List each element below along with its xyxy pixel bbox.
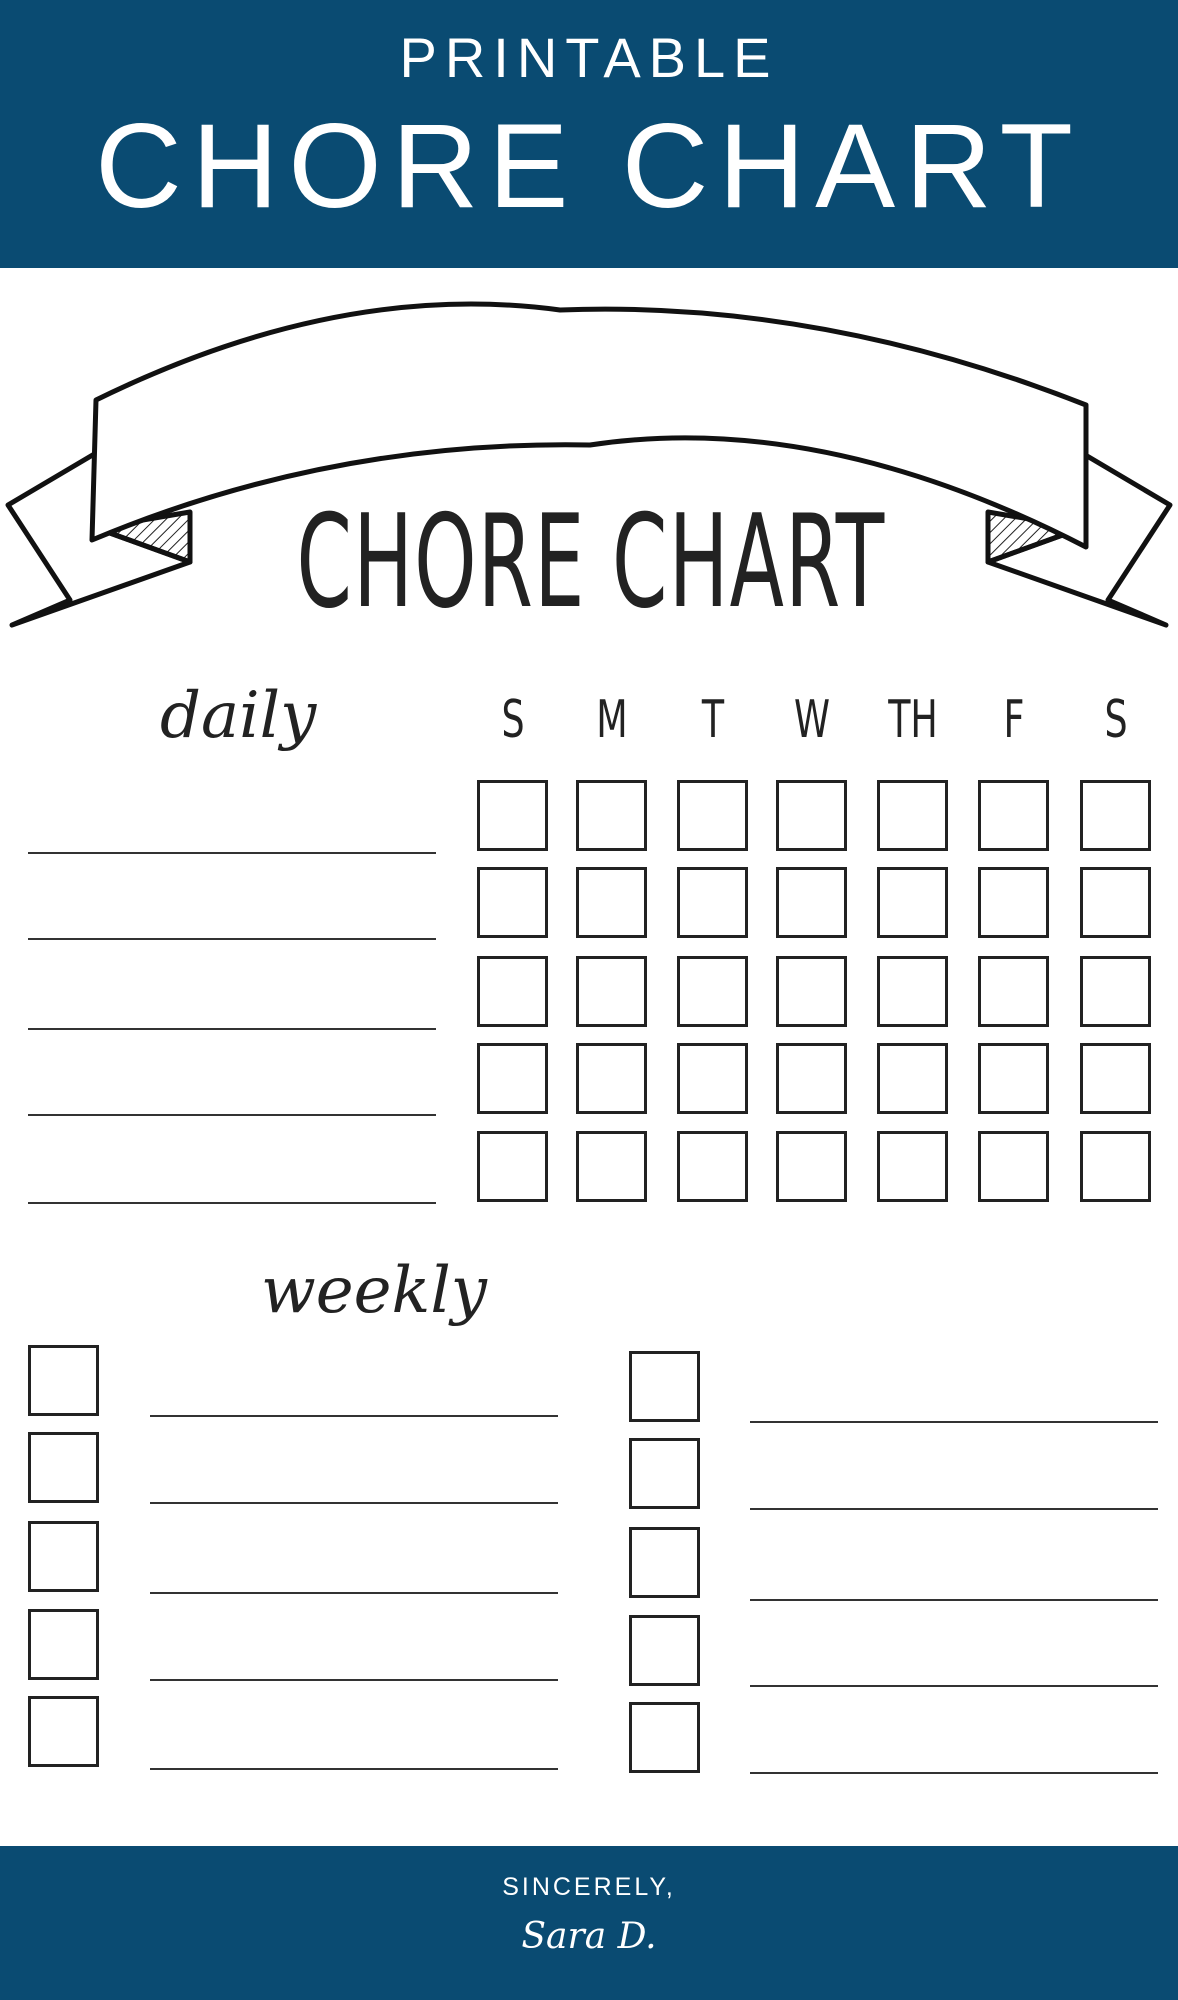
daily-checkbox[interactable]: [877, 1131, 948, 1202]
weekly-label: weekly: [261, 1254, 487, 1328]
daily-chore-line[interactable]: [28, 1202, 436, 1204]
daily-checkbox[interactable]: [576, 1043, 647, 1114]
weekly-chore-line[interactable]: [750, 1508, 1158, 1510]
day-header: S: [1104, 690, 1128, 750]
daily-chore-line[interactable]: [28, 852, 436, 854]
weekly-chore-line[interactable]: [750, 1599, 1158, 1601]
day-header: W: [793, 690, 830, 750]
daily-checkbox[interactable]: [477, 867, 548, 938]
daily-checkbox[interactable]: [978, 956, 1049, 1027]
footer-signature: Sara D.: [521, 1916, 657, 1957]
daily-checkbox[interactable]: [677, 1131, 748, 1202]
header-title: CHORE CHART: [95, 99, 1083, 233]
weekly-checkbox[interactable]: [28, 1609, 99, 1680]
day-header: TH: [888, 690, 938, 750]
daily-checkbox[interactable]: [477, 1131, 548, 1202]
daily-checkbox[interactable]: [978, 1131, 1049, 1202]
daily-chore-line[interactable]: [28, 938, 436, 940]
weekly-checkbox[interactable]: [629, 1351, 700, 1422]
daily-checkbox[interactable]: [677, 1043, 748, 1114]
daily-checkbox[interactable]: [877, 956, 948, 1027]
daily-checkbox[interactable]: [978, 780, 1049, 851]
header-subtitle: PRINTABLE: [399, 26, 779, 89]
ribbon-banner-illustration: [5, 301, 1173, 628]
daily-checkbox[interactable]: [877, 1043, 948, 1114]
daily-checkbox[interactable]: [776, 867, 847, 938]
weekly-checkbox[interactable]: [629, 1527, 700, 1598]
weekly-checkbox[interactable]: [28, 1345, 99, 1416]
daily-label: daily: [160, 679, 317, 753]
weekly-checkbox[interactable]: [28, 1521, 99, 1592]
daily-checkbox[interactable]: [576, 780, 647, 851]
daily-checkbox[interactable]: [978, 1043, 1049, 1114]
weekly-checkbox[interactable]: [629, 1438, 700, 1509]
weekly-chore-line[interactable]: [150, 1592, 558, 1594]
weekly-checkbox[interactable]: [28, 1432, 99, 1503]
weekly-chore-line[interactable]: [150, 1502, 558, 1504]
weekly-chore-line[interactable]: [150, 1768, 558, 1770]
day-header: T: [701, 690, 725, 750]
chart-title: CHORE CHART: [296, 488, 886, 637]
footer-sincerely: SINCERELY,: [502, 1873, 676, 1901]
daily-checkbox[interactable]: [677, 780, 748, 851]
weekly-chore-line[interactable]: [150, 1679, 558, 1681]
weekly-chore-line[interactable]: [750, 1772, 1158, 1774]
daily-checkbox[interactable]: [576, 867, 647, 938]
weekly-checkbox[interactable]: [629, 1702, 700, 1773]
day-header: F: [1003, 690, 1025, 750]
daily-checkbox[interactable]: [677, 867, 748, 938]
daily-checkbox[interactable]: [576, 956, 647, 1027]
daily-checkbox[interactable]: [776, 1131, 847, 1202]
daily-checkbox[interactable]: [477, 780, 548, 851]
daily-checkbox[interactable]: [877, 867, 948, 938]
weekly-checkbox[interactable]: [629, 1615, 700, 1686]
daily-checkbox[interactable]: [776, 780, 847, 851]
daily-checkbox[interactable]: [877, 780, 948, 851]
daily-checkbox[interactable]: [1080, 780, 1151, 851]
weekly-checkbox[interactable]: [28, 1696, 99, 1767]
day-header: M: [596, 690, 628, 750]
day-header: S: [501, 690, 525, 750]
daily-checkbox[interactable]: [978, 867, 1049, 938]
daily-checkbox[interactable]: [1080, 867, 1151, 938]
daily-checkbox[interactable]: [776, 1043, 847, 1114]
daily-checkbox[interactable]: [477, 1043, 548, 1114]
weekly-chore-line[interactable]: [150, 1415, 558, 1417]
daily-chore-line[interactable]: [28, 1114, 436, 1116]
header-banner: PRINTABLE CHORE CHART: [0, 0, 1178, 268]
daily-checkbox[interactable]: [1080, 956, 1151, 1027]
weekly-chore-line[interactable]: [750, 1685, 1158, 1687]
daily-checkbox[interactable]: [576, 1131, 647, 1202]
weekly-chore-line[interactable]: [750, 1421, 1158, 1423]
daily-checkbox[interactable]: [776, 956, 847, 1027]
footer-banner: SINCERELY, Sara D.: [0, 1846, 1178, 2000]
daily-chore-line[interactable]: [28, 1028, 436, 1030]
daily-checkbox[interactable]: [1080, 1043, 1151, 1114]
daily-checkbox[interactable]: [1080, 1131, 1151, 1202]
daily-checkbox[interactable]: [677, 956, 748, 1027]
daily-checkbox[interactable]: [477, 956, 548, 1027]
